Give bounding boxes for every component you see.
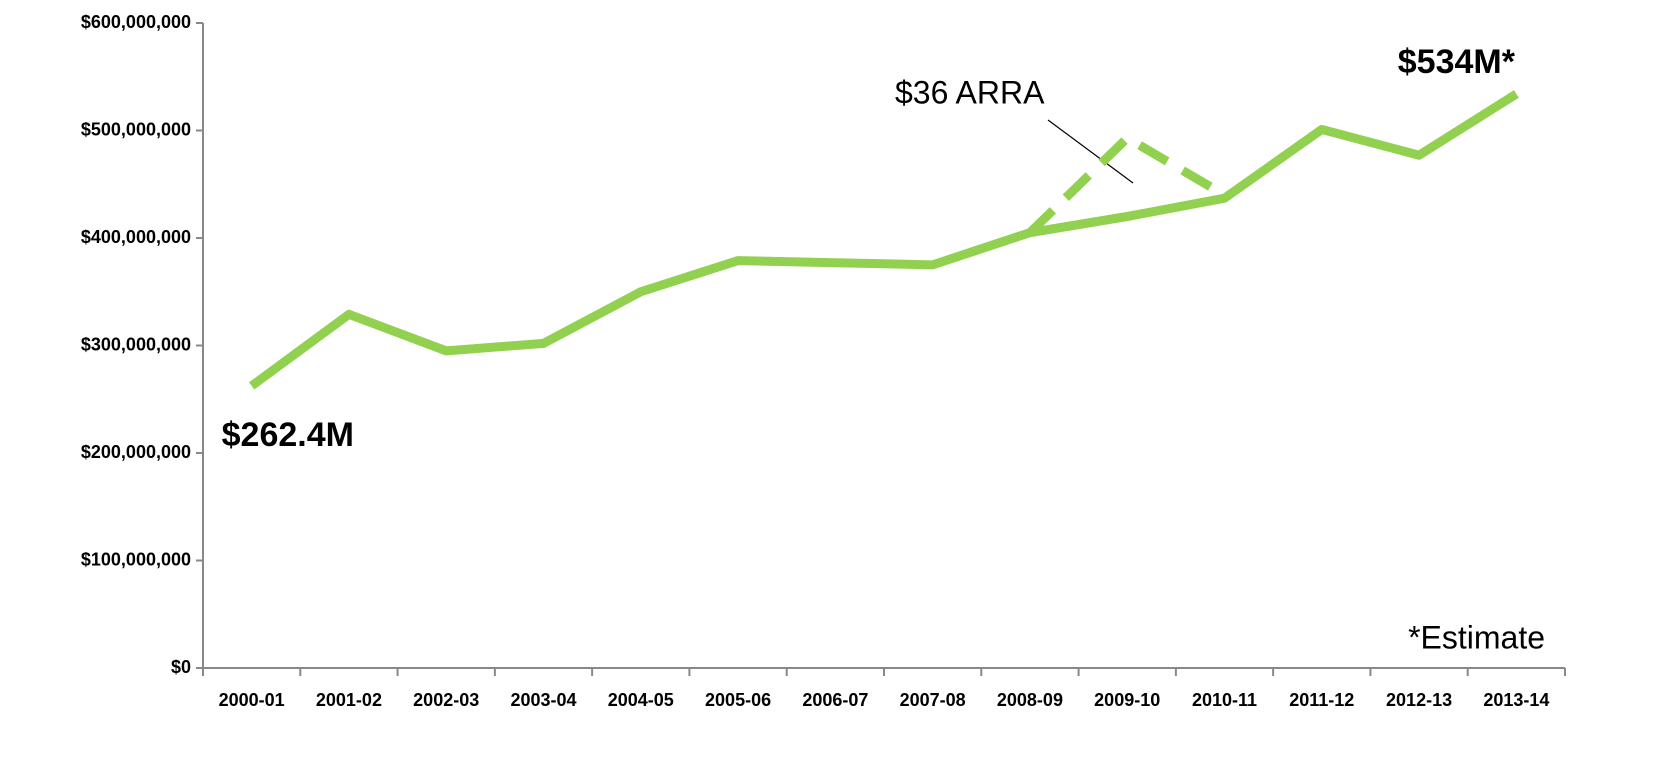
x-tick-label: 2010-11 [1192,690,1257,710]
x-tick-label: 2009-10 [1094,690,1160,710]
x-tick-label: 2012-13 [1386,690,1452,710]
x-tick-label: 2005-06 [705,690,771,710]
y-tick-label: $0 [171,657,191,677]
x-tick-label: 2003-04 [510,690,576,710]
line [248,90,1519,390]
y-tick-label: $400,000,000 [81,227,191,247]
y-tick-label: $200,000,000 [81,442,191,462]
dashed-line [1026,133,1227,236]
x-tick-label: 2011-12 [1289,690,1354,710]
y-tick-label: $500,000,000 [81,119,191,139]
x-tick-label: 2006-07 [802,690,868,710]
x-tick-label: 2007-08 [900,690,966,710]
value-label: $262.4M [222,416,354,454]
x-tick-label: 2013-14 [1483,690,1549,710]
annotation: *Estimate [1408,619,1545,655]
x-tick-label: 2000-01 [219,690,285,710]
y-tick-label: $600,000,000 [81,12,191,32]
y-tick-label: $100,000,000 [81,549,191,569]
value-label: $534M* [1398,43,1516,81]
x-tick-label: 2002-03 [413,690,479,710]
x-tick-label: 2008-09 [997,690,1063,710]
annotation-leader [1047,119,1134,184]
annotation: $36 ARRA [895,74,1045,110]
y-tick-label: $300,000,000 [81,334,191,354]
x-tick-label: 2004-05 [608,690,674,710]
x-tick-label: 2001-02 [316,690,382,710]
